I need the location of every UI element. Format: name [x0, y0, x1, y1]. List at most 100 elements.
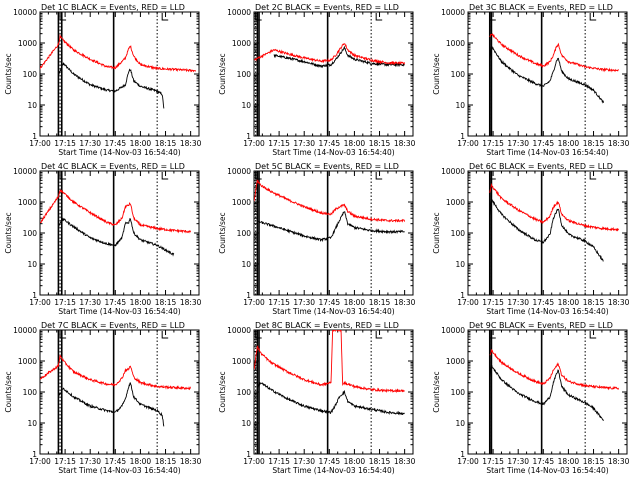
chart-title: Det 3C BLACK = Events, RED = LLD: [469, 3, 613, 12]
plot-area: [488, 330, 620, 454]
chart-panel: Det 2C BLACK = Events, RED = LLD 1 10 100 10…: [218, 3, 416, 157]
x-axis-label: Start Time (14-Nov-03 16:54:40): [486, 148, 608, 157]
x-tick-label: 18:15: [369, 298, 391, 307]
plot-area: [488, 12, 619, 136]
y-tick-label: 10000: [227, 326, 251, 335]
y-tick-label: 1000: [18, 357, 37, 366]
y-tick-label: 1: [246, 450, 251, 459]
x-tick-label: 17:15: [482, 298, 504, 307]
x-tick-label: 17:00: [457, 457, 479, 466]
x-tick-label: 18:30: [180, 139, 202, 148]
x-tick-label: 17:45: [105, 298, 127, 307]
x-tick-label: 17:00: [29, 139, 51, 148]
interval-marker: [59, 172, 67, 180]
lld-series-line: [489, 182, 620, 232]
y-tick-label: 10000: [13, 8, 37, 17]
y-tick-label: 1000: [232, 198, 251, 207]
y-axis-label: Counts/sec: [432, 371, 441, 412]
chart-panel: Det 6C BLACK = Events, RED = LLD 1 10 100 10…: [432, 162, 630, 316]
x-tick-label: 17:15: [268, 457, 290, 466]
y-tick-label: 100: [23, 70, 38, 79]
y-tick-label: 10: [27, 101, 37, 110]
chart-panel: Det 1C BLACK = Events, RED = LLD 1 10 100 10…: [4, 3, 202, 157]
plot-area: [488, 171, 620, 295]
interval-marker: [161, 172, 169, 180]
x-axis-label: Start Time (14-Nov-03 16:54:40): [58, 466, 180, 475]
x-tick-label: 18:00: [558, 139, 580, 148]
x-tick-label: 17:45: [319, 139, 341, 148]
interval-marker: [489, 13, 496, 21]
interval-marker: [489, 331, 496, 339]
events-series-line: [489, 44, 605, 104]
plot-frame: [39, 329, 200, 455]
interval-marker: [255, 331, 262, 339]
lld-series-line: [40, 34, 197, 73]
x-tick-label: 17:30: [79, 457, 101, 466]
x-tick-label: 18:00: [558, 298, 580, 307]
chart-title: Det 4C BLACK = Events, RED = LLD: [41, 162, 185, 171]
x-axis-label: Start Time (14-Nov-03 16:54:40): [272, 307, 394, 316]
y-tick-label: 100: [451, 229, 466, 238]
x-tick-label: 17:45: [319, 457, 341, 466]
events-series-line: [273, 45, 405, 69]
y-tick-label: 1000: [18, 39, 37, 48]
plot-area: [40, 171, 192, 295]
x-tick-label: 18:00: [130, 457, 152, 466]
y-tick-label: 1: [246, 291, 251, 300]
y-tick-label: 100: [451, 388, 466, 397]
events-series-line: [489, 365, 604, 421]
x-tick-label: 17:15: [54, 298, 76, 307]
plot-area: [254, 171, 406, 295]
chart-title: Det 5C BLACK = Events, RED = LLD: [255, 162, 399, 171]
y-tick-label: 1: [460, 291, 465, 300]
interval-marker: [489, 172, 496, 180]
y-tick-label: 1: [460, 132, 465, 141]
x-tick-label: 18:15: [369, 139, 391, 148]
x-axis-label: Start Time (14-Nov-03 16:54:40): [272, 148, 394, 157]
x-tick-label: 18:15: [155, 139, 177, 148]
chart-title: Det 1C BLACK = Events, RED = LLD: [41, 3, 185, 12]
lld-series-line: [40, 354, 192, 391]
x-tick-label: 17:15: [268, 139, 290, 148]
x-tick-label: 18:15: [155, 457, 177, 466]
x-axis-label: Start Time (14-Nov-03 16:54:40): [272, 466, 394, 475]
x-tick-label: 17:30: [293, 139, 315, 148]
y-axis-label: Counts/sec: [4, 212, 13, 253]
x-axis-label: Start Time (14-Nov-03 16:54:40): [58, 148, 180, 157]
x-tick-label: 18:30: [608, 139, 630, 148]
plot-area: [40, 330, 192, 454]
x-tick-label: 17:45: [533, 139, 555, 148]
y-tick-label: 100: [451, 70, 466, 79]
chart-panel: Det 4C BLACK = Events, RED = LLD 1 10 100 10…: [4, 162, 202, 316]
x-axis-label: Start Time (14-Nov-03 16:54:40): [486, 466, 608, 475]
interval-marker: [375, 13, 383, 21]
chart-panel: Det 7C BLACK = Events, RED = LLD 1 10 100 10…: [4, 321, 202, 475]
x-tick-label: 18:30: [394, 298, 416, 307]
y-tick-label: 10: [455, 419, 465, 428]
x-tick-label: 18:30: [180, 298, 202, 307]
y-tick-label: 100: [23, 388, 38, 397]
x-tick-label: 17:45: [105, 139, 127, 148]
y-tick-label: 10000: [441, 326, 465, 335]
y-tick-label: 1: [32, 291, 37, 300]
y-tick-label: 10: [241, 260, 251, 269]
events-series-line: [256, 211, 405, 243]
x-tick-label: 18:30: [394, 139, 416, 148]
x-tick-label: 17:00: [29, 457, 51, 466]
x-tick-label: 17:00: [457, 298, 479, 307]
plot-frame: [253, 11, 414, 137]
x-tick-label: 17:45: [533, 298, 555, 307]
x-tick-label: 17:30: [79, 298, 101, 307]
y-tick-label: 1: [32, 450, 37, 459]
y-tick-label: 1000: [446, 357, 465, 366]
x-tick-label: 18:00: [344, 457, 366, 466]
y-axis-label: Counts/sec: [432, 212, 441, 253]
y-axis-label: Counts/sec: [218, 212, 227, 253]
x-tick-label: 17:00: [243, 139, 265, 148]
y-axis-label: Counts/sec: [218, 53, 227, 94]
x-tick-label: 18:15: [583, 139, 605, 148]
x-tick-label: 18:00: [344, 139, 366, 148]
x-tick-label: 17:15: [482, 457, 504, 466]
y-tick-label: 100: [23, 229, 38, 238]
plot-area: [254, 330, 405, 454]
